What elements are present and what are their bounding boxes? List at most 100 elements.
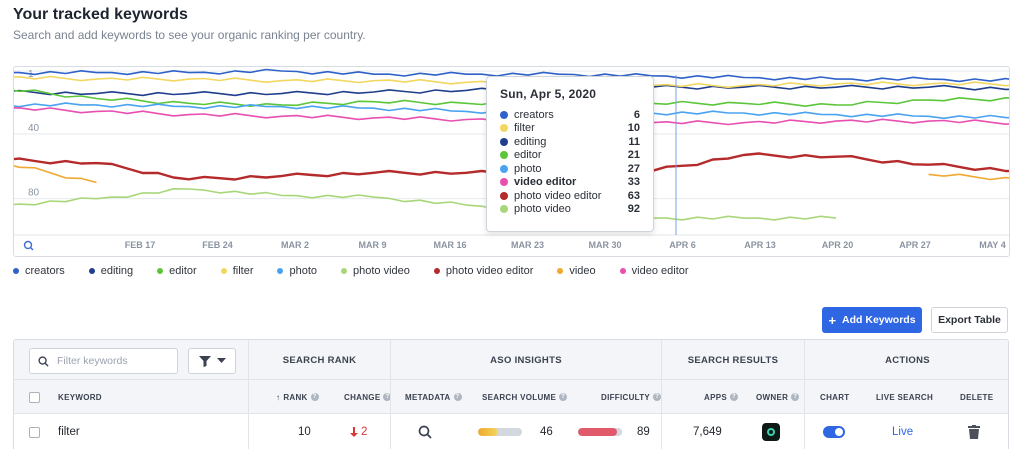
legend-item[interactable]: photo video editor: [433, 265, 534, 277]
group-aso-insights: ASO INSIGHTS: [390, 340, 661, 380]
filter-dropdown-button[interactable]: [188, 348, 236, 374]
y-tick-label: 80: [28, 188, 40, 199]
legend-item[interactable]: photo: [277, 265, 317, 277]
x-tick-label: MAY 4: [979, 240, 1006, 250]
difficulty-bar: [578, 428, 622, 436]
col-chart: CHART: [820, 380, 850, 414]
col-metadata[interactable]: METADATA?: [405, 380, 462, 414]
legend-item[interactable]: video: [557, 265, 596, 277]
row-keyword: filter: [58, 426, 80, 438]
legend-dot: [220, 268, 227, 274]
column-divider: [661, 340, 662, 449]
x-tick-label: MAR 30: [588, 240, 621, 250]
keyword-search-input[interactable]: [57, 355, 167, 367]
x-tick-label: FEB 24: [202, 240, 233, 250]
chart-toggle[interactable]: [823, 414, 845, 449]
keyword-search-box[interactable]: [29, 348, 178, 374]
col-change[interactable]: CHANGE?: [344, 380, 392, 414]
help-icon[interactable]: ?: [730, 393, 738, 401]
page-title: Your tracked keywords: [13, 6, 188, 23]
legend-label: photo: [289, 265, 318, 277]
search-volume-bar-fill: [478, 428, 499, 436]
col-live-search-label: LIVE SEARCH: [876, 392, 934, 402]
tooltip-row: photo video editor 63: [500, 189, 640, 203]
metadata-search-button[interactable]: [418, 414, 432, 449]
tooltip-row: video editor 33: [500, 176, 640, 190]
col-rank[interactable]: ↑ RANK?: [276, 380, 319, 414]
series-line-video: [928, 173, 1009, 181]
arrow-down-icon: [350, 427, 358, 437]
col-search-volume[interactable]: SEARCH VOLUME?: [482, 380, 568, 414]
search-icon: [418, 425, 432, 439]
select-all-checkbox[interactable]: [29, 392, 40, 403]
legend-label: photo video editor: [445, 265, 534, 277]
live-search-link[interactable]: Live: [892, 426, 914, 438]
keywords-table: SEARCH RANK ASO INSIGHTS SEARCH RESULTS …: [13, 339, 1009, 449]
series-dot: [500, 124, 508, 133]
col-difficulty[interactable]: DIFFICULTY?: [601, 380, 662, 414]
add-keywords-button[interactable]: + Add Keywords: [822, 307, 922, 333]
chart-legend: creators editing editor filter photo photo vi…: [13, 265, 713, 277]
ranking-chart[interactable]: 1 40 80 FEB 17 FEB 24 MAR 2 MAR 9 MAR 16 MAR 23 M…: [13, 66, 1010, 257]
col-delete: DELETE: [960, 380, 993, 414]
toggle-switch[interactable]: [823, 426, 845, 438]
col-owner[interactable]: OWNER?: [756, 380, 800, 414]
col-change-label: CHANGE: [344, 392, 381, 402]
add-keywords-label: Add Keywords: [842, 314, 916, 326]
table-group-header: [14, 340, 1008, 380]
col-keyword[interactable]: KEYWORD: [58, 380, 102, 414]
group-search-rank: SEARCH RANK: [248, 340, 390, 380]
row-rank: 10: [298, 426, 311, 438]
export-table-button[interactable]: Export Table: [931, 307, 1008, 333]
help-icon[interactable]: ?: [383, 393, 392, 401]
x-tick-label: APR 13: [744, 240, 776, 250]
help-icon[interactable]: ?: [791, 393, 800, 401]
group-actions: ACTIONS: [804, 340, 1008, 380]
search-icon: [38, 355, 49, 367]
x-tick-label: FEB 17: [125, 240, 156, 250]
row-change-value: 2: [361, 426, 368, 438]
legend-item[interactable]: photo video: [341, 265, 410, 277]
search-volume-bar: [478, 428, 522, 436]
legend-label: creators: [25, 265, 65, 277]
legend-item[interactable]: video editor: [619, 265, 689, 277]
legend-dot: [433, 268, 440, 274]
row-checkbox[interactable]: [29, 427, 40, 438]
tooltip-series-name: editor: [514, 149, 542, 162]
y-tick-label: 40: [28, 123, 40, 134]
tooltip-series-value: 6: [633, 108, 640, 121]
col-metadata-label: METADATA: [405, 392, 451, 402]
tooltip-row: creators 6: [500, 108, 640, 122]
tooltip-series-value: 33: [627, 176, 640, 189]
legend-item[interactable]: editor: [157, 265, 197, 277]
help-icon[interactable]: ?: [453, 393, 462, 401]
row-search-volume: 46: [478, 414, 553, 449]
row-apps: 7,649: [693, 426, 722, 438]
tooltip-series-name: photo video editor: [514, 189, 602, 202]
delete-button[interactable]: [968, 414, 980, 449]
column-divider: [804, 340, 805, 449]
chart-tooltip: Sun, Apr 5, 2020 creators 6 filter 10 editin…: [486, 76, 654, 232]
table-column-header: [14, 380, 1008, 414]
tooltip-series-value: 21: [627, 149, 640, 162]
legend-dot: [157, 268, 164, 274]
legend-item[interactable]: filter: [220, 265, 253, 277]
trash-icon: [968, 425, 980, 439]
col-apps[interactable]: APPS?: [704, 380, 738, 414]
col-search-volume-label: SEARCH VOLUME: [482, 392, 557, 402]
tooltip-series-name: editing: [514, 135, 547, 148]
tooltip-series-value: 63: [627, 189, 640, 202]
column-divider: [248, 340, 249, 449]
help-icon[interactable]: ?: [653, 393, 662, 401]
help-icon[interactable]: ?: [310, 393, 319, 401]
tooltip-series-value: 10: [627, 122, 640, 135]
series-dot: [500, 164, 508, 173]
help-icon[interactable]: ?: [559, 393, 568, 401]
series-dot: [500, 191, 508, 200]
app-icon: [762, 423, 780, 441]
series-dot: [500, 178, 508, 187]
legend-item[interactable]: editing: [88, 265, 133, 277]
legend-item[interactable]: creators: [13, 265, 65, 277]
tooltip-series-name: filter: [514, 122, 535, 135]
